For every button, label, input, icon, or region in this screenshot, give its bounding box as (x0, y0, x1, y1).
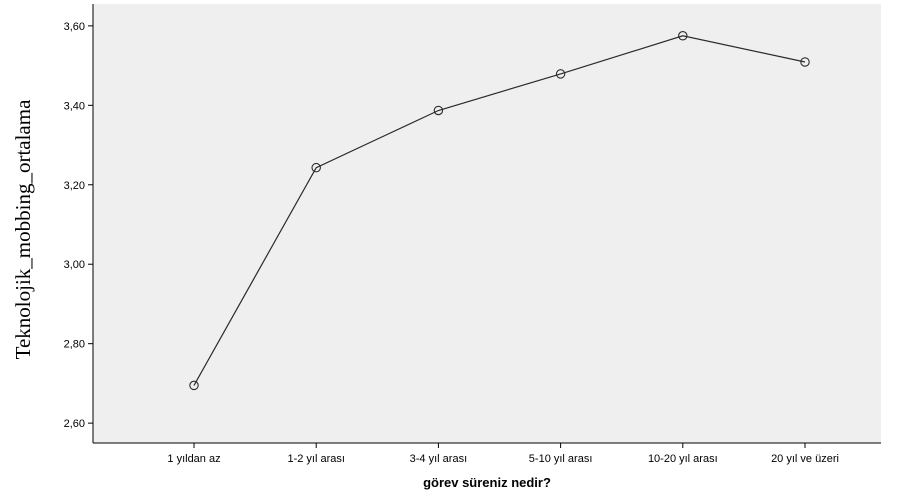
data-point-marker (311, 162, 321, 173)
x-tick-label: 5-10 yıl arası (529, 453, 593, 465)
plot-area (93, 4, 881, 443)
y-tick-label: 3,60 (64, 21, 85, 33)
data-point-marker (433, 105, 444, 116)
data-point-marker (800, 57, 810, 67)
x-tick-label: 10-20 yıl arası (648, 453, 718, 465)
y-axis-ticks: 2,60 2,80 3,00 3,20 3,40 3,60 (64, 21, 93, 430)
data-point-marker (678, 31, 688, 41)
x-tick-label: 1 yıldan az (167, 453, 220, 465)
y-tick-label: 3,40 (64, 100, 85, 112)
y-tick-label: 2,80 (64, 339, 85, 351)
data-point-marker (555, 69, 566, 79)
y-axis-title: Teknolojik_mobbing_ortalama (11, 99, 35, 359)
x-axis-title: görev süreniz nedir? (423, 475, 551, 490)
series-line (193, 35, 806, 386)
series-markers (189, 31, 810, 391)
y-tick-label: 3,20 (64, 180, 85, 192)
data-point-marker (189, 380, 199, 391)
x-axis-ticks: 1 yıldan az 1-2 yıl arası 3-4 yıl arası 5-1… (167, 443, 839, 465)
x-tick-label: 1-2 yıl arası (287, 453, 344, 465)
x-tick-label: 20 yıl ve üzeri (771, 453, 839, 465)
y-tick-label: 3,00 (64, 259, 85, 271)
y-tick-label: 2,60 (64, 418, 85, 430)
x-tick-label: 3-4 yıl arası (410, 453, 467, 465)
